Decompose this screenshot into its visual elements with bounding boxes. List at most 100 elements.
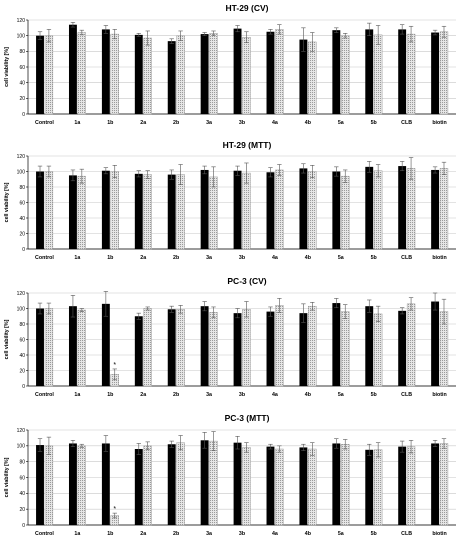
chart-title: HT-29 (CV) — [226, 3, 269, 13]
bar-Control-s0 — [36, 35, 44, 114]
bar-4a-s1 — [275, 29, 284, 115]
x-tick-label-4b: 4b — [305, 255, 312, 261]
x-tick-label-5a: 5a — [338, 120, 344, 126]
x-tick-label-3b: 3b — [239, 120, 246, 126]
bar-5b-s1 — [373, 34, 383, 115]
bar-5b-s0 — [365, 449, 374, 525]
x-tick-label-5a: 5a — [338, 392, 344, 398]
x-tick-label-5a: 5a — [338, 531, 344, 537]
y-tick-label: 0 — [22, 523, 25, 529]
x-tick-label-biotin: biotin — [432, 531, 446, 537]
x-tick-label-4a: 4a — [272, 120, 278, 126]
bar-biotin-s0 — [431, 301, 440, 386]
bar-2a-s1 — [143, 37, 152, 115]
bar-2a-s0 — [134, 449, 143, 525]
x-tick-label-Control: Control — [35, 392, 54, 398]
y-tick-label: 80 — [19, 185, 25, 191]
y-tick-label: 40 — [19, 216, 25, 222]
x-tick-label-biotin: biotin — [432, 255, 446, 261]
bar-biotin-s1 — [439, 168, 449, 250]
bar-5b-s0 — [365, 166, 374, 249]
bar-4a-s1 — [275, 305, 284, 387]
y-tick-label: 100 — [17, 33, 26, 39]
bar-1b-s1 — [110, 33, 119, 115]
bar-3b-s1 — [242, 447, 251, 526]
bar-3a-s0 — [200, 440, 209, 525]
bar-biotin-s1 — [439, 31, 449, 115]
bar-3b-s1 — [242, 172, 251, 250]
bar-2b-s0 — [167, 41, 176, 114]
bar-3a-s0 — [200, 306, 209, 386]
bar-Control-s1 — [44, 308, 54, 387]
x-tick-label-4b: 4b — [305, 531, 312, 537]
bar-5a-s0 — [332, 30, 341, 114]
bar-2b-s1 — [176, 442, 185, 526]
y-axis-label: cell viability [%] — [4, 47, 10, 87]
chart-title: PC-3 (CV) — [227, 276, 266, 286]
x-tick-label-4a: 4a — [272, 531, 278, 537]
bar-3a-s0 — [200, 34, 209, 114]
x-tick-label-4b: 4b — [305, 392, 312, 398]
chart-title: PC-3 (MTT) — [225, 413, 270, 423]
x-tick-label-1b: 1b — [107, 255, 114, 261]
x-tick-label-3a: 3a — [206, 392, 212, 398]
x-tick-label-5b: 5b — [371, 392, 378, 398]
bar-biotin-s1 — [439, 443, 449, 526]
x-tick-label-1a: 1a — [74, 392, 80, 398]
bar-4b-s0 — [299, 39, 308, 115]
bar-2b-s0 — [167, 309, 176, 386]
x-tick-label-1a: 1a — [74, 120, 80, 126]
x-tick-label-4a: 4a — [272, 392, 278, 398]
bar-2b-s0 — [167, 444, 176, 525]
bar-1b-s1 — [110, 171, 119, 250]
bar-4b-s1 — [308, 171, 317, 250]
x-tick-label-5b: 5b — [371, 255, 378, 261]
bar-biotin-s0 — [431, 32, 440, 114]
bar-2a-s0 — [134, 316, 143, 386]
x-tick-label-3b: 3b — [239, 255, 246, 261]
bar-5a-s0 — [332, 303, 341, 386]
x-tick-label-biotin: biotin — [432, 120, 446, 126]
bar-5b-s0 — [365, 306, 374, 386]
x-tick-label-2a: 2a — [140, 392, 146, 398]
x-tick-label-CLB: CLB — [401, 120, 412, 126]
x-tick-label-2b: 2b — [173, 255, 180, 261]
x-tick-label-4a: 4a — [272, 255, 278, 261]
bar-5a-s1 — [341, 175, 350, 250]
bar-3b-s1 — [242, 37, 251, 115]
bar-1a-s1 — [77, 32, 86, 115]
y-tick-label: 120 — [17, 428, 26, 434]
chart-panel-2: PC-3 (CV) 0 20 40 60 80 100 120 cell viability [… — [4, 276, 456, 398]
bar-4a-s0 — [266, 172, 275, 249]
y-tick-label: 120 — [17, 154, 26, 160]
bar-CLB-s0 — [398, 166, 407, 249]
bar-4b-s1 — [308, 41, 317, 115]
bar-3a-s1 — [209, 33, 218, 115]
bar-CLB-s0 — [398, 29, 407, 114]
bar-1b-s0 — [101, 303, 110, 386]
significance-marker: * — [113, 506, 116, 513]
bar-3a-s1 — [209, 312, 218, 387]
y-tick-label: 80 — [19, 459, 25, 465]
bar-2b-s0 — [167, 174, 176, 249]
bar-5a-s1 — [341, 444, 350, 526]
x-tick-label-3a: 3a — [206, 120, 212, 126]
bar-4a-s0 — [266, 31, 275, 114]
chart-title: HT-29 (MTT) — [223, 140, 272, 150]
x-tick-label-CLB: CLB — [401, 255, 412, 261]
x-tick-label-2b: 2b — [173, 392, 180, 398]
bar-4a-s0 — [266, 311, 275, 386]
bar-4b-s0 — [299, 447, 308, 525]
y-axis-label: cell viability [%] — [4, 319, 10, 359]
x-tick-label-CLB: CLB — [401, 531, 412, 537]
x-tick-label-biotin: biotin — [432, 392, 446, 398]
bar-2b-s1 — [176, 309, 185, 387]
x-tick-label-1b: 1b — [107, 120, 114, 126]
bar-4a-s1 — [275, 169, 284, 250]
bar-5a-s1 — [341, 311, 350, 387]
bar-CLB-s1 — [406, 168, 416, 250]
y-tick-label: 120 — [17, 18, 26, 24]
bar-CLB-s1 — [406, 446, 416, 526]
bar-2a-s1 — [143, 174, 152, 250]
